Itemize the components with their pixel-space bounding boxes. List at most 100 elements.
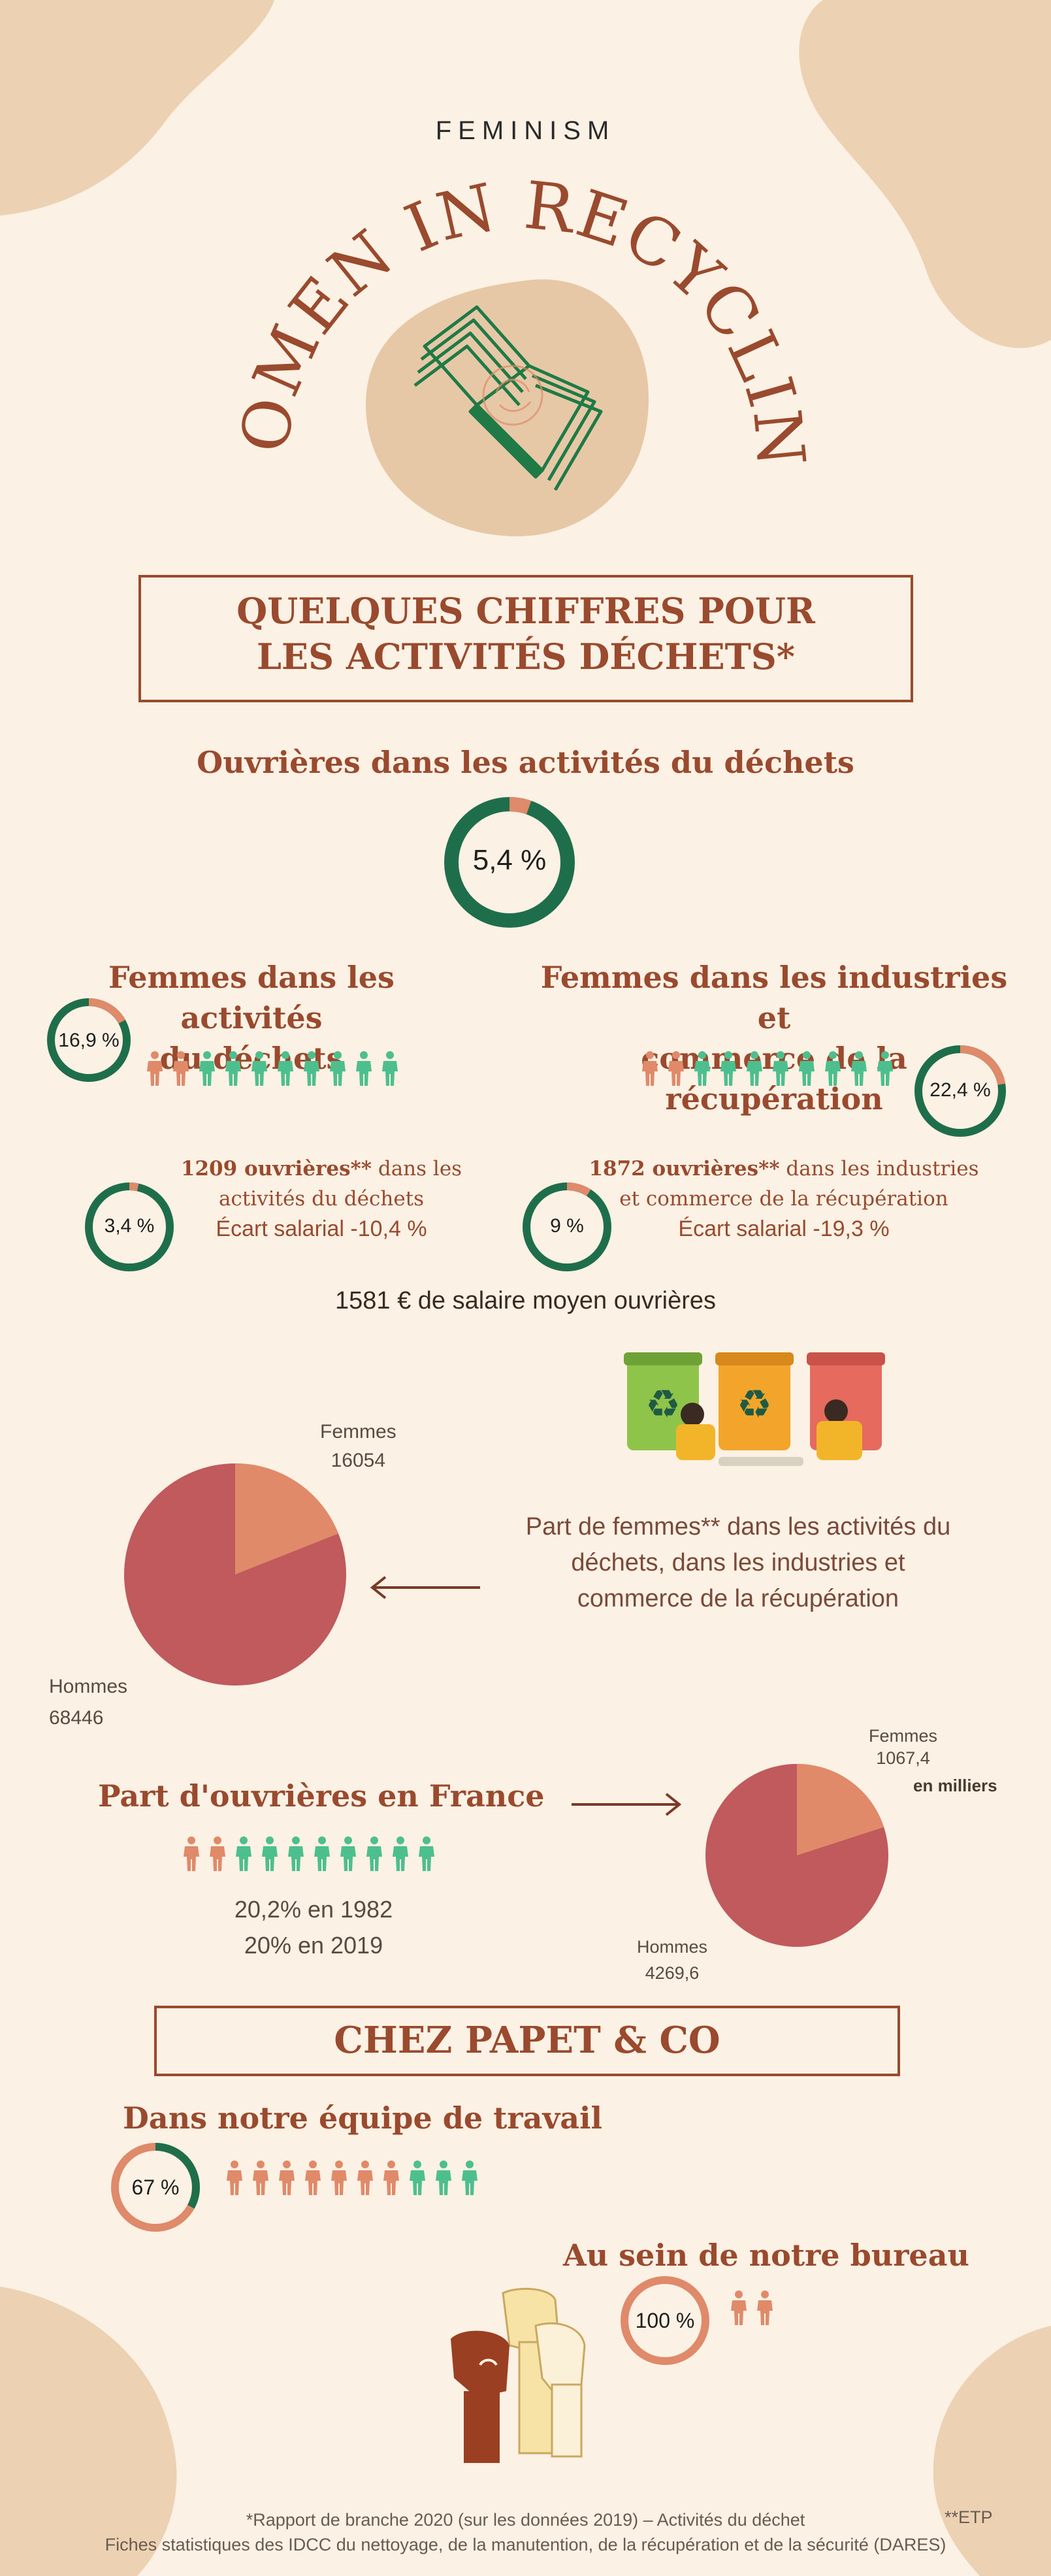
person-icon [757,2291,773,2325]
pie1-caption-line1: Part de femmes** dans les activités du [525,1513,951,1541]
pie1-women-value: 16054 [331,1450,386,1471]
person-icon [279,2160,295,2195]
right-stat-label-line1: Femmes dans les industries et [540,960,1008,1035]
person-icon [773,1051,788,1086]
section-title: QUELQUES CHIFFRES POUR LES ACTIVITÉS DÉC… [138,588,913,679]
person-icon [694,1051,710,1086]
pie-chart-france [705,1764,888,1947]
person-icon [199,1051,215,1086]
section2-title-box [154,2006,900,2076]
ring-fill [47,998,131,1082]
center-blob [366,279,649,536]
pie2-men-name: Hommes [637,1937,708,1957]
pie-slice-women [797,1764,884,1855]
person-icon [147,1051,163,1086]
person-icon [210,1836,225,1871]
section-title-line1: QUELQUES CHIFFRES POUR [236,590,815,632]
footer-line2: Fiches statistiques des IDCC du nettoyag… [105,2535,946,2554]
bottom-right-blob [933,2326,1051,2576]
pie-chart-sector [124,1463,346,1686]
person-icon [825,1051,841,1086]
person-icon [720,1051,736,1086]
left-stat-value: 16,9 % [58,1030,120,1051]
right-detail-line2: et commerce de la récupération [619,1187,948,1211]
left-detail-value: 3,4 % [104,1215,155,1237]
pie1-caption: Part de femmes** dans les activités du d… [457,1509,1019,1617]
person-icon [366,1836,382,1871]
person-icon [851,1051,867,1086]
team-value: 67 % [131,2176,180,2199]
person-icon [747,1051,762,1086]
title-arc: WOMEN IN RECYCLING [229,157,817,470]
pie2-women-value: 1067,4 [876,1748,930,1768]
france-line1: 20,2% en 1982 [234,1896,393,1923]
person-icon [305,2160,321,2195]
person-icon [436,2160,451,2195]
person-icon [356,1051,372,1086]
people-row-left [145,1051,400,1087]
arrow-left-icon [370,1576,480,1599]
pie2-men-value: 4269,6 [645,1963,700,1983]
person-icon [253,2160,268,2195]
pie1-caption-line2: déchets, dans les industries et [571,1549,905,1576]
left-detail-line1: 1209 ouvrières** dans les [171,1154,472,1184]
right-detail-line1: 1872 ouvrières** dans les industries [581,1154,986,1184]
left-detail-ring [85,1182,174,1271]
left-detail-text: 1209 ouvrières** dans les activités du d… [171,1154,472,1244]
office-value: 100 % [635,2309,695,2332]
person-icon [330,1051,346,1086]
person-icon [731,2291,747,2325]
people-row-right [640,1051,895,1087]
right-stat-ring [914,1045,1006,1137]
france-line2: 20% en 2019 [244,1932,383,1959]
person-icon [225,1051,241,1086]
svg-text:♻: ♻ [737,1382,772,1427]
arrow-right-icon [572,1793,682,1816]
pie2-women-label: Femmes 1067,4 [869,1725,937,1769]
right-detail-count: 1872 ouvrières** [589,1157,780,1181]
person-icon [799,1051,815,1086]
main-stat-ring [444,797,575,928]
kicker: FEMINISM [435,116,616,145]
pie1-caption-line3: commerce de la récupération [577,1585,899,1612]
person-icon [462,2160,477,2195]
person-icon [331,2160,347,2195]
footer-line1: *Rapport de branche 2020 (sur les donnée… [246,2510,805,2530]
main-stat-label: Ouvrières dans les activités du déchets [197,745,854,780]
person-icon [382,1051,398,1086]
ring-fill [444,797,575,928]
book-icon [413,305,603,491]
footer-etp: **ETP [945,2507,993,2527]
top-right-blob [799,0,1051,348]
person-icon [251,1051,267,1086]
pie1-men-label: Hommes 68446 [49,1671,127,1734]
person-icon [383,2160,399,2195]
pie1-men-value: 68446 [49,1707,104,1729]
left-detail-gap: Écart salarial -10,4 % [216,1216,427,1241]
person-icon [236,1836,251,1871]
ring-fill [914,1045,1006,1137]
left-detail-count: 1209 ouvrières** [180,1157,372,1181]
left-stat-label: Femmes dans les activités du déchets [39,957,464,1079]
person-icon [184,1836,199,1871]
person-icon [668,1051,684,1086]
people-row-office [729,2290,775,2326]
bottom-left-blob [0,2287,177,2576]
section-title-box [138,575,913,702]
top-left-blob [0,0,274,216]
pie2-unit: en milliers [913,1776,997,1795]
person-icon [340,1836,356,1871]
office-ring [621,2276,709,2365]
person-icon [278,1051,293,1086]
person-icon [173,1051,189,1086]
person-icon [877,1051,893,1086]
right-detail-value: 9 % [550,1215,584,1237]
france-values: 20,2% en 1982 20% en 2019 [196,1891,431,1963]
people-row-france [182,1836,436,1872]
recycling-bins-illustration: ♻ ♻ [624,1352,885,1466]
pie1-women-label: Femmes 16054 [320,1418,396,1475]
section-title-line2: LES ACTIVITÉS DÉCHETS* [256,636,796,677]
ring-fill [111,2143,200,2232]
pie2-men-label: Hommes 4269,6 [637,1934,707,1986]
